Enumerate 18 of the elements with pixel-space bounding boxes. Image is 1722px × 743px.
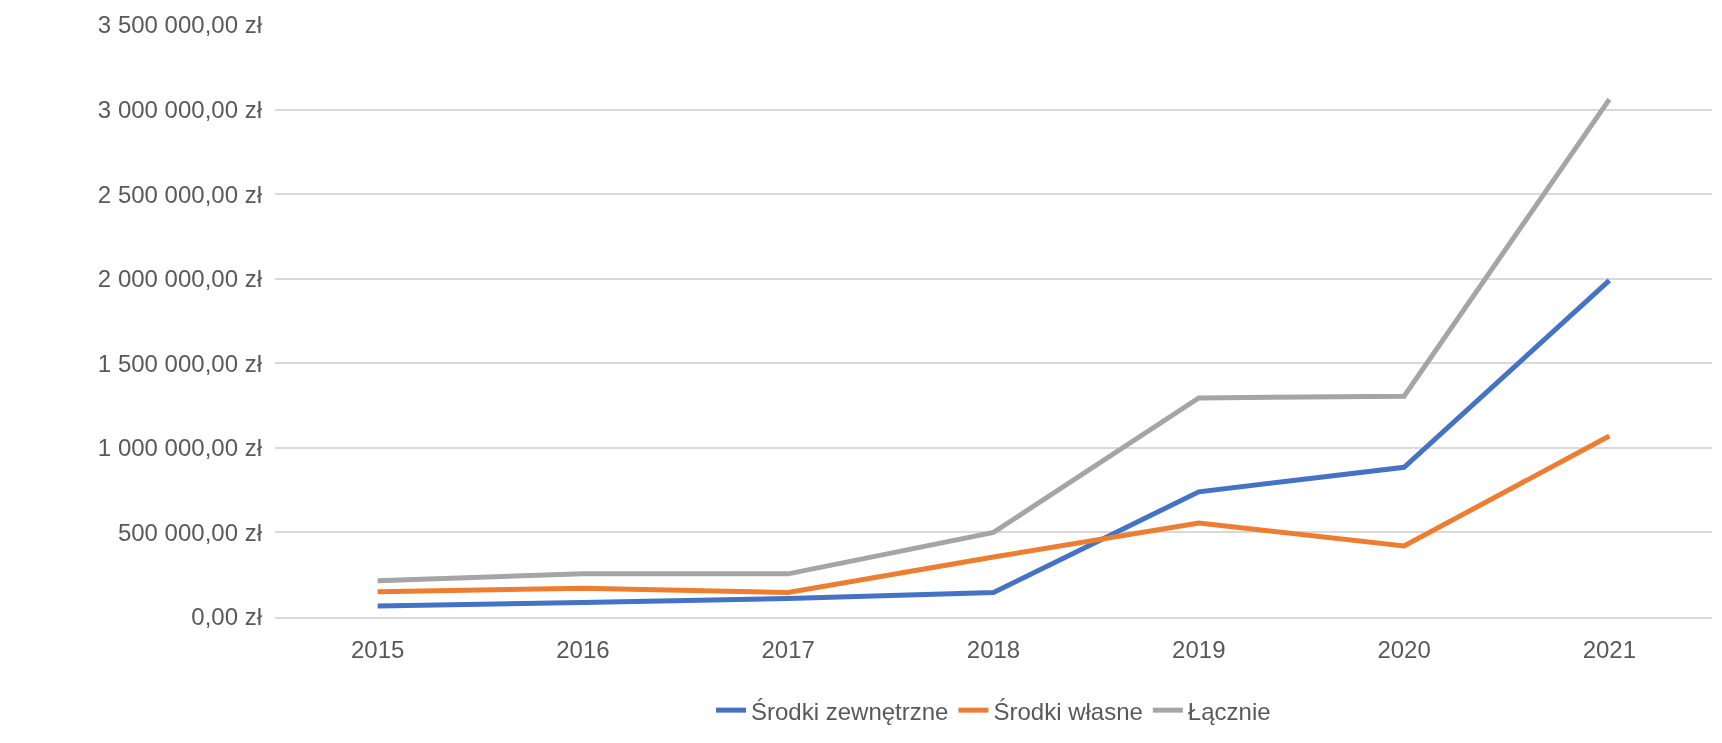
y-tick-label: 1 000 000,00 zł — [97, 434, 263, 462]
x-tick-label: 2019 — [1172, 635, 1226, 663]
y-tick-label: 0,00 zł — [191, 603, 263, 631]
y-tick-label: 2 000 000,00 zł — [97, 265, 263, 293]
legend-label: Środki zewnętrzne — [751, 697, 949, 725]
y-tick-label: 3 500 000,00 zł — [97, 11, 263, 39]
y-tick-label: 2 500 000,00 zł — [97, 180, 263, 208]
x-tick-label: 2018 — [966, 635, 1021, 663]
legend-label: Środki własne — [993, 697, 1143, 725]
x-tick-label: 2016 — [556, 635, 610, 663]
legend-label: Łącznie — [1187, 697, 1271, 725]
x-tick-label: 2015 — [350, 635, 405, 663]
x-tick-label: 2021 — [1582, 635, 1637, 663]
y-tick-label: 1 500 000,00 zł — [97, 349, 263, 377]
y-tick-label: 3 000 000,00 zł — [97, 95, 263, 123]
x-tick-label: 2017 — [761, 635, 815, 663]
y-tick-label: 500 000,00 zł — [117, 518, 263, 546]
x-tick-label: 2020 — [1377, 635, 1431, 663]
